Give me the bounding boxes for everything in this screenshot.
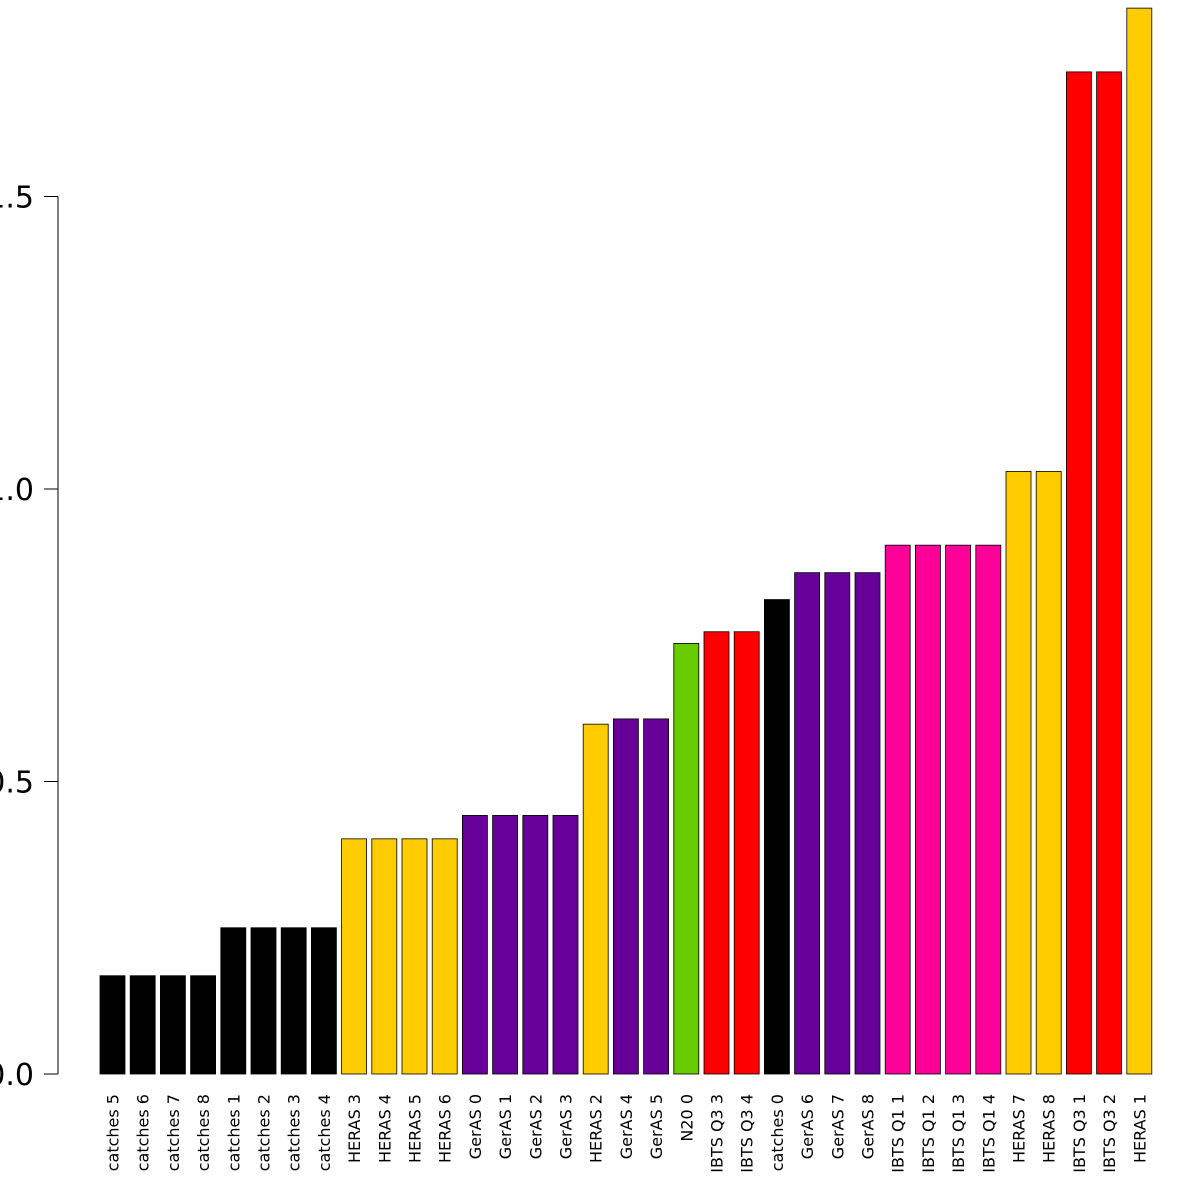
x-category-label: GerAS 2 <box>526 1094 545 1159</box>
bar <box>401 838 428 1075</box>
y-axis: 0.0 0.5 1.0 1.5 <box>0 181 59 1093</box>
bar <box>1066 71 1092 1075</box>
x-category-label: IBTS Q1 1 <box>889 1094 908 1173</box>
bar <box>975 544 1002 1075</box>
y-tick-label: 1.5 <box>0 181 34 216</box>
bar <box>915 544 941 1075</box>
bar <box>824 572 851 1075</box>
bar <box>522 815 549 1075</box>
bar <box>613 718 639 1075</box>
bar <box>764 599 790 1075</box>
y-tick-label: 0.5 <box>0 766 34 801</box>
y-tick-label: 0.0 <box>0 1058 34 1093</box>
x-category-label: IBTS Q3 2 <box>1100 1094 1119 1173</box>
bar <box>703 631 730 1075</box>
x-category-label: HERAS 7 <box>1010 1094 1029 1163</box>
x-category-label: GerAS 5 <box>647 1094 666 1159</box>
x-category-label: HERAS 5 <box>406 1094 425 1163</box>
bar <box>1005 471 1032 1075</box>
x-category-label: GerAS 7 <box>828 1094 847 1159</box>
bar <box>582 723 609 1075</box>
bar <box>250 927 277 1075</box>
x-category-label: GerAS 4 <box>617 1094 636 1159</box>
x-category-label: GerAS 1 <box>496 1094 515 1159</box>
x-category-label: catches 1 <box>224 1094 243 1171</box>
x-category-label: IBTS Q3 4 <box>738 1094 757 1173</box>
bar <box>643 718 669 1075</box>
bar <box>371 838 398 1075</box>
bar <box>854 572 881 1075</box>
bar <box>1035 471 1062 1075</box>
bar <box>945 544 971 1075</box>
x-category-label: HERAS 3 <box>345 1094 364 1163</box>
x-category-label: HERAS 6 <box>436 1094 455 1163</box>
bar <box>1096 71 1122 1075</box>
x-category-label: IBTS Q3 3 <box>708 1094 727 1173</box>
bar <box>794 572 820 1075</box>
bar <box>673 643 700 1075</box>
x-category-label: GerAS 0 <box>466 1094 485 1159</box>
bar <box>461 815 488 1075</box>
x-category-label: IBTS Q1 3 <box>949 1094 968 1173</box>
x-category-label: IBTS Q1 2 <box>919 1094 938 1173</box>
bar <box>99 975 126 1075</box>
x-category-label: HERAS 4 <box>375 1094 394 1163</box>
bar <box>552 815 579 1075</box>
x-category-label: catches 0 <box>768 1094 787 1171</box>
bar <box>310 927 337 1075</box>
x-category-label: IBTS Q3 1 <box>1070 1094 1089 1173</box>
bar <box>884 544 911 1075</box>
x-category-label: GerAS 3 <box>557 1094 576 1159</box>
bar <box>341 838 368 1075</box>
x-category-label: GerAS 8 <box>859 1094 878 1159</box>
bars-group <box>99 7 1153 1075</box>
bar <box>159 975 186 1075</box>
x-category-label: GerAS 6 <box>798 1094 817 1159</box>
bar <box>1126 7 1153 1075</box>
x-category-label: catches 2 <box>255 1094 274 1171</box>
bar <box>220 927 247 1075</box>
x-category-label: catches 6 <box>134 1094 153 1171</box>
y-tick-label: 1.0 <box>0 473 34 508</box>
x-category-label: N20 0 <box>677 1094 696 1142</box>
x-category-label: IBTS Q1 4 <box>979 1094 998 1173</box>
x-category-label: catches 3 <box>285 1094 304 1171</box>
x-category-label: HERAS 8 <box>1040 1094 1059 1163</box>
x-category-label: catches 5 <box>104 1094 123 1171</box>
x-category-label: catches 4 <box>315 1094 334 1171</box>
x-category-label: catches 7 <box>164 1094 183 1171</box>
x-axis-labels: catches 5 catches 6 catches 7 catches 8 catc… <box>104 1094 1150 1173</box>
bar <box>431 838 458 1075</box>
bar <box>733 631 760 1075</box>
x-category-label: HERAS 2 <box>587 1094 606 1163</box>
bar <box>190 975 217 1075</box>
bar <box>280 927 307 1075</box>
x-category-label: catches 8 <box>194 1094 213 1171</box>
x-category-label: HERAS 1 <box>1130 1094 1149 1163</box>
bar <box>492 815 519 1075</box>
bar <box>129 975 156 1075</box>
